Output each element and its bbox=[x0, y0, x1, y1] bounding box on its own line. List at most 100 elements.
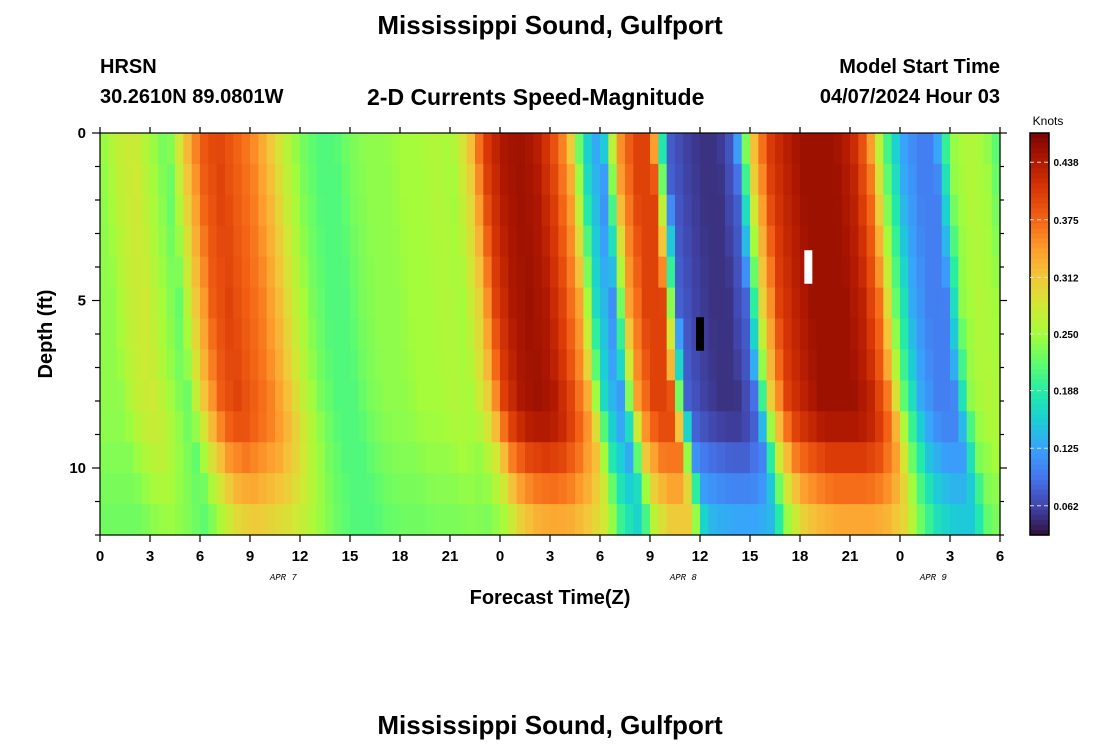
heatmap-cell bbox=[975, 380, 984, 412]
heatmap-cell bbox=[608, 256, 618, 289]
heatmap-cell bbox=[583, 504, 593, 536]
heatmap-cell bbox=[841, 442, 851, 474]
heatmap-cell bbox=[358, 256, 368, 289]
heatmap-cell bbox=[258, 256, 268, 289]
heatmap-cell bbox=[291, 256, 301, 289]
heatmap-cell bbox=[850, 504, 859, 536]
x-tick-label: 15 bbox=[342, 548, 359, 565]
heatmap-cell bbox=[433, 411, 443, 443]
heatmap-cell bbox=[550, 194, 559, 227]
heatmap-cell bbox=[466, 225, 476, 258]
heatmap-cell bbox=[116, 473, 126, 505]
heatmap-cell bbox=[308, 504, 318, 536]
heatmap-cell bbox=[716, 473, 726, 505]
heatmap-cell bbox=[983, 163, 993, 196]
heatmap-cell bbox=[383, 504, 393, 536]
heatmap-cell bbox=[183, 411, 193, 443]
heatmap-cell bbox=[383, 442, 393, 474]
heatmap-cell bbox=[641, 256, 651, 289]
heatmap-cell bbox=[658, 194, 668, 227]
heatmap-cell bbox=[466, 380, 476, 412]
heatmap-cell bbox=[950, 133, 959, 165]
heatmap-cell bbox=[683, 225, 693, 258]
heatmap-cell bbox=[475, 163, 484, 196]
colorbar-swatch bbox=[1030, 148, 1049, 154]
heatmap-cell bbox=[158, 225, 168, 258]
heatmap-cell bbox=[591, 133, 601, 165]
heatmap-cell bbox=[850, 256, 859, 289]
heatmap-cell bbox=[766, 133, 776, 165]
heatmap-cell bbox=[958, 256, 968, 289]
heatmap-cell bbox=[866, 163, 876, 196]
heatmap-cell bbox=[841, 256, 851, 289]
heatmap-cell bbox=[325, 380, 334, 412]
colorbar-swatch bbox=[1030, 529, 1049, 536]
heatmap-cell bbox=[400, 504, 409, 536]
heatmap-cell bbox=[225, 287, 234, 320]
heatmap-cell bbox=[691, 442, 701, 474]
colorbar-swatch bbox=[1030, 389, 1049, 395]
heatmap-cell bbox=[766, 504, 776, 536]
heatmap-cell bbox=[300, 287, 309, 320]
heatmap-cell bbox=[708, 349, 718, 381]
heatmap-cell bbox=[133, 442, 143, 474]
colorbar-swatch bbox=[1030, 354, 1049, 360]
heatmap-cell bbox=[316, 473, 326, 505]
heatmap-cell bbox=[166, 194, 176, 227]
heatmap-cell bbox=[491, 380, 501, 412]
heatmap-cell bbox=[275, 287, 284, 320]
heatmap-cell bbox=[416, 287, 426, 320]
heatmap-cell bbox=[866, 504, 876, 536]
heatmap-cell bbox=[308, 194, 318, 227]
heatmap-cell bbox=[641, 133, 651, 165]
heatmap-cell bbox=[858, 256, 868, 289]
heatmap-cell bbox=[558, 504, 568, 536]
heatmap-cell bbox=[108, 225, 118, 258]
heatmap-cell bbox=[666, 504, 676, 536]
heatmap-cell bbox=[250, 504, 259, 536]
heatmap-cell bbox=[750, 256, 759, 289]
heatmap-cell bbox=[883, 349, 893, 381]
heatmap-cell bbox=[908, 380, 918, 412]
heatmap-cell bbox=[525, 349, 534, 381]
heatmap-cell bbox=[750, 349, 759, 381]
heatmap-cell bbox=[466, 194, 476, 227]
heatmap-cell bbox=[783, 442, 793, 474]
heatmap-cell bbox=[891, 133, 901, 165]
heatmap-cell bbox=[950, 473, 959, 505]
heatmap-cell bbox=[783, 133, 793, 165]
heatmap-cell bbox=[825, 287, 834, 320]
heatmap-cell bbox=[841, 380, 851, 412]
heatmap-cell bbox=[100, 411, 109, 443]
heatmap-cell bbox=[258, 473, 268, 505]
heatmap-cell bbox=[283, 194, 293, 227]
heatmap-cell bbox=[516, 473, 526, 505]
heatmap-cell bbox=[650, 411, 659, 443]
heatmap-cell bbox=[741, 473, 751, 505]
heatmap-cell bbox=[700, 256, 709, 289]
heatmap-cell bbox=[233, 256, 243, 289]
heatmap-cell bbox=[450, 473, 459, 505]
heatmap-cell bbox=[591, 380, 601, 412]
heatmap-cell bbox=[700, 504, 709, 536]
heatmap-cell bbox=[458, 256, 468, 289]
heatmap-cell bbox=[758, 504, 768, 536]
heatmap-cell bbox=[825, 380, 834, 412]
heatmap-cell bbox=[350, 287, 359, 320]
heatmap-cell bbox=[591, 256, 601, 289]
heatmap-cell bbox=[333, 349, 343, 381]
heatmap-cell bbox=[166, 473, 176, 505]
heatmap-cell bbox=[133, 473, 143, 505]
heatmap-cell bbox=[241, 442, 251, 474]
heatmap-cell bbox=[116, 349, 126, 381]
heatmap-cell bbox=[325, 504, 334, 536]
colorbar-swatch bbox=[1030, 143, 1049, 149]
heatmap-cell bbox=[741, 380, 751, 412]
colorbar-swatch bbox=[1030, 364, 1049, 370]
heatmap-cell bbox=[883, 318, 893, 351]
heatmap-cell bbox=[691, 411, 701, 443]
heatmap-cell bbox=[466, 473, 476, 505]
colorbar-swatch bbox=[1030, 318, 1049, 325]
heatmap-cell bbox=[658, 256, 668, 289]
heatmap-cell bbox=[391, 380, 401, 412]
